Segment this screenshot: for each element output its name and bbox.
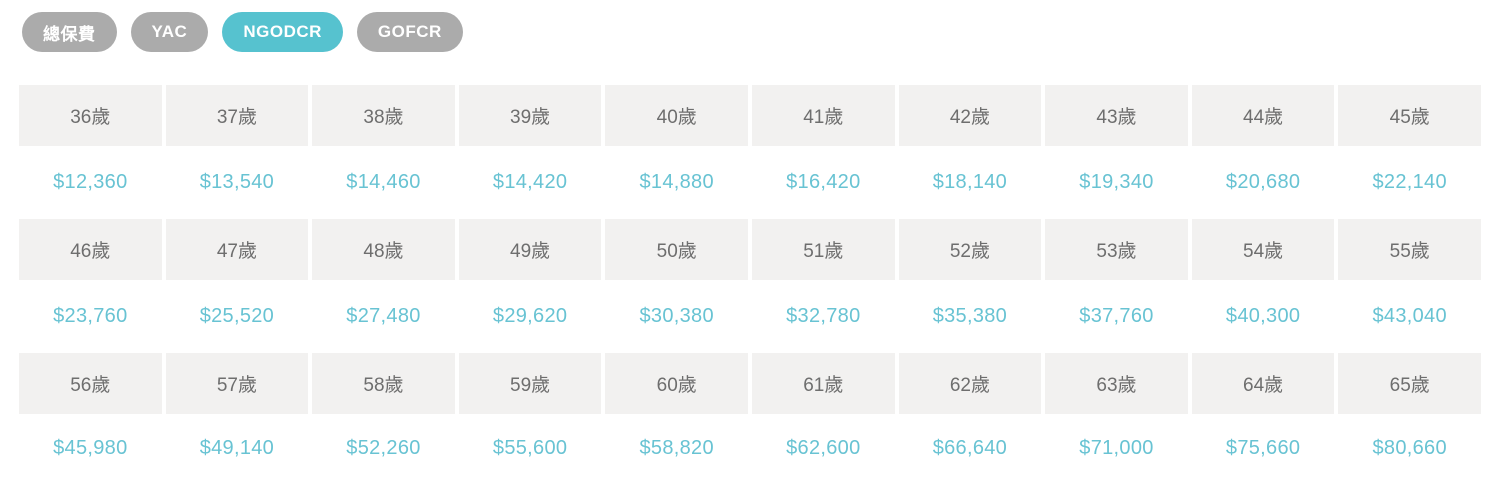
age-cell: 65歲 <box>1338 353 1481 414</box>
price-cell: $62,600 <box>786 436 861 459</box>
age-cell: 52歲 <box>898 219 1042 280</box>
filter-pill-total-premium[interactable]: 總保費 <box>22 12 117 52</box>
age-cell: 48歲 <box>312 219 455 280</box>
price-cell: $35,380 <box>932 305 1008 327</box>
age-cell: 54歲 <box>1191 219 1335 280</box>
age-row: 36歲 37歲 38歲 39歲 40歲 41歲 42歲 43歲 44歲 45歲 <box>19 85 1481 146</box>
age-row: 56歲 57歲 58歲 59歲 60歲 61歲 62歲 63歲 64歲 65歲 <box>19 353 1481 414</box>
age-cell: 57歲 <box>165 353 309 414</box>
filter-pill-yac[interactable]: YAC <box>130 12 209 52</box>
price-cell: $27,480 <box>346 305 421 327</box>
age-cell: 50歲 <box>605 219 748 280</box>
age-cell: 46歲 <box>19 219 162 280</box>
age-cell: 53歲 <box>1045 219 1188 280</box>
age-cell: 56歲 <box>19 353 162 414</box>
age-cell: 44歲 <box>1191 85 1335 146</box>
age-cell: 37歲 <box>165 85 309 146</box>
age-cell: 39歲 <box>458 85 602 146</box>
age-cell: 51歲 <box>752 219 895 280</box>
price-cell: $12,360 <box>53 171 128 193</box>
filter-pill-ngodcr[interactable]: NGODCR <box>222 12 343 52</box>
price-cell: $80,660 <box>1372 436 1447 459</box>
price-cell: $71,000 <box>1079 436 1154 459</box>
price-cell: $22,140 <box>1372 171 1447 193</box>
price-row: $12,360 $13,540 $14,460 $14,420 $14,880 $16,4… <box>19 146 1481 219</box>
age-cell: 64歲 <box>1191 353 1335 414</box>
filter-pill-group: 總保費 YAC NGODCR GOFCR <box>0 0 1500 52</box>
price-cell: $29,620 <box>492 305 568 327</box>
price-cell: $75,660 <box>1225 436 1301 459</box>
price-cell: $58,820 <box>639 436 714 459</box>
premium-table: 36歲 37歲 38歲 39歲 40歲 41歲 42歲 43歲 44歲 45歲 $12,360 $13… <box>19 85 1481 482</box>
price-row: $45,980 $49,140 $52,260 $55,600 $58,820 $62,6… <box>19 414 1481 482</box>
age-cell: 55歲 <box>1338 219 1481 280</box>
filter-pill-gofcr[interactable]: GOFCR <box>356 12 463 52</box>
age-cell: 61歲 <box>752 353 895 414</box>
age-cell: 41歲 <box>752 85 895 146</box>
age-cell: 59歲 <box>458 353 602 414</box>
age-cell: 45歲 <box>1338 85 1481 146</box>
price-cell: $14,420 <box>492 171 568 193</box>
price-cell: $14,880 <box>639 171 714 193</box>
price-cell: $32,780 <box>786 305 861 327</box>
price-cell: $55,600 <box>492 436 568 459</box>
age-cell: 43歲 <box>1045 85 1188 146</box>
price-cell: $13,540 <box>199 171 275 193</box>
price-cell: $43,040 <box>1372 305 1447 327</box>
price-cell: $66,640 <box>932 436 1008 459</box>
price-cell: $49,140 <box>199 436 275 459</box>
price-cell: $19,340 <box>1079 171 1154 193</box>
price-cell: $25,520 <box>199 305 275 327</box>
age-cell: 49歲 <box>458 219 602 280</box>
price-cell: $14,460 <box>346 171 421 193</box>
price-cell: $18,140 <box>932 171 1008 193</box>
age-cell: 36歲 <box>19 85 162 146</box>
age-row: 46歲 47歲 48歲 49歲 50歲 51歲 52歲 53歲 54歲 55歲 <box>19 219 1481 280</box>
price-row: $23,760 $25,520 $27,480 $29,620 $30,380 $32,7… <box>19 280 1481 353</box>
price-cell: $52,260 <box>346 436 421 459</box>
age-cell: 62歲 <box>898 353 1042 414</box>
price-cell: $45,980 <box>53 436 128 459</box>
price-cell: $16,420 <box>786 171 861 193</box>
price-cell: $30,380 <box>639 305 714 327</box>
age-cell: 58歲 <box>312 353 455 414</box>
age-cell: 38歲 <box>312 85 455 146</box>
price-cell: $20,680 <box>1225 171 1301 193</box>
age-cell: 63歲 <box>1045 353 1188 414</box>
price-cell: $40,300 <box>1225 305 1301 327</box>
age-cell: 47歲 <box>165 219 309 280</box>
age-cell: 42歲 <box>898 85 1042 146</box>
age-cell: 40歲 <box>605 85 748 146</box>
age-cell: 60歲 <box>605 353 748 414</box>
price-cell: $37,760 <box>1079 305 1154 327</box>
price-cell: $23,760 <box>53 305 128 327</box>
